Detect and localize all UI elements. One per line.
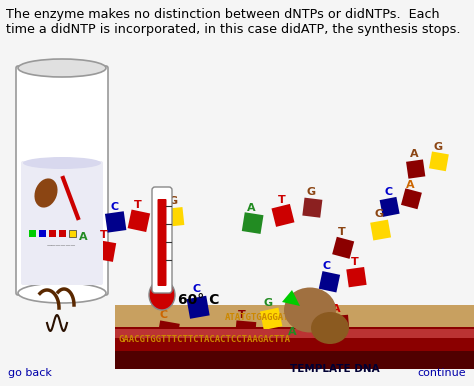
FancyBboxPatch shape (39, 230, 46, 237)
Text: T: T (238, 310, 246, 320)
Text: T: T (100, 230, 107, 240)
FancyBboxPatch shape (21, 161, 103, 285)
Polygon shape (380, 197, 400, 217)
Polygon shape (282, 290, 300, 306)
Polygon shape (429, 151, 449, 171)
Ellipse shape (149, 280, 175, 310)
Ellipse shape (23, 157, 101, 169)
FancyBboxPatch shape (115, 351, 474, 369)
Text: G: G (168, 196, 178, 206)
Polygon shape (128, 210, 150, 232)
Polygon shape (346, 267, 366, 287)
Text: T: T (351, 257, 358, 267)
Polygon shape (319, 271, 340, 293)
FancyBboxPatch shape (152, 187, 172, 293)
Ellipse shape (18, 59, 106, 77)
Text: continue: continue (418, 368, 466, 378)
FancyBboxPatch shape (115, 327, 474, 353)
Polygon shape (187, 296, 210, 319)
Polygon shape (74, 242, 95, 263)
FancyBboxPatch shape (157, 199, 166, 286)
FancyBboxPatch shape (49, 230, 56, 237)
Text: TEMPLATE DNA: TEMPLATE DNA (290, 364, 380, 374)
Ellipse shape (18, 283, 106, 303)
Text: 60° C: 60° C (178, 293, 219, 307)
Text: A: A (299, 304, 308, 314)
FancyBboxPatch shape (69, 230, 76, 237)
Text: T: T (278, 195, 285, 205)
FancyBboxPatch shape (29, 230, 36, 237)
Text: T: T (134, 200, 141, 210)
Text: G: G (374, 209, 384, 219)
Polygon shape (260, 308, 283, 330)
Polygon shape (370, 220, 391, 240)
Text: A: A (79, 232, 87, 242)
Text: G: G (433, 142, 443, 152)
Text: A: A (406, 179, 415, 190)
Text: G: G (264, 298, 273, 308)
FancyBboxPatch shape (115, 305, 474, 329)
Text: A: A (288, 327, 296, 337)
Ellipse shape (35, 178, 57, 208)
Polygon shape (272, 204, 294, 227)
Text: The enzyme makes no distinction between dNTPs or didNTPs.  Each
time a didNTP is: The enzyme makes no distinction between … (6, 8, 461, 36)
Text: ——————: —————— (47, 243, 76, 248)
Polygon shape (164, 207, 184, 227)
Ellipse shape (284, 288, 336, 332)
Polygon shape (235, 320, 256, 342)
Text: C: C (384, 187, 393, 197)
Polygon shape (329, 315, 350, 335)
Text: C: C (159, 310, 168, 320)
Text: ATATGTGAGGATTCTGAAT: ATATGTGAGGATTCTGAAT (225, 313, 327, 322)
Polygon shape (332, 237, 354, 259)
Text: C: C (110, 201, 119, 212)
FancyBboxPatch shape (115, 329, 474, 338)
Polygon shape (242, 212, 264, 234)
Polygon shape (94, 240, 116, 262)
Text: G: G (306, 187, 316, 197)
Text: go back: go back (8, 368, 52, 378)
Text: A: A (410, 149, 419, 159)
FancyBboxPatch shape (59, 230, 66, 237)
Text: C: C (192, 284, 201, 295)
Polygon shape (302, 198, 322, 218)
Text: A: A (332, 304, 341, 314)
Polygon shape (406, 159, 425, 179)
Text: A: A (247, 203, 255, 213)
Polygon shape (105, 211, 127, 233)
Polygon shape (157, 320, 180, 344)
Polygon shape (295, 314, 317, 336)
Text: GAACGTGGTTTCTTCTACACTCCTAAGACTTA: GAACGTGGTTTCTTCTACACTCCTAAGACTTA (119, 335, 291, 344)
Ellipse shape (311, 312, 349, 344)
Text: T: T (337, 227, 345, 237)
Text: C: C (323, 261, 331, 271)
FancyBboxPatch shape (16, 66, 108, 295)
Polygon shape (401, 188, 422, 209)
